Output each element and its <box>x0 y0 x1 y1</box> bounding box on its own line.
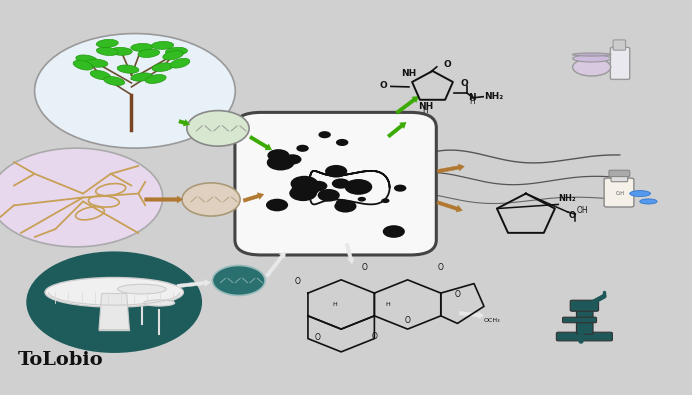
FancyBboxPatch shape <box>611 174 628 182</box>
Text: O: O <box>405 316 410 325</box>
FancyBboxPatch shape <box>609 170 630 177</box>
Circle shape <box>266 155 294 171</box>
Ellipse shape <box>572 58 610 76</box>
Circle shape <box>0 148 163 247</box>
Circle shape <box>212 265 265 295</box>
Text: C₂H: C₂H <box>615 191 625 196</box>
Circle shape <box>394 184 406 192</box>
Circle shape <box>284 154 302 165</box>
Circle shape <box>28 253 201 352</box>
Ellipse shape <box>145 75 166 83</box>
Circle shape <box>381 198 390 203</box>
Ellipse shape <box>117 65 139 73</box>
Ellipse shape <box>572 53 611 56</box>
FancyBboxPatch shape <box>235 112 437 255</box>
Ellipse shape <box>90 70 111 80</box>
Ellipse shape <box>86 59 108 67</box>
Text: N: N <box>468 94 476 102</box>
Text: O: O <box>361 263 367 272</box>
Ellipse shape <box>572 55 610 62</box>
Circle shape <box>309 181 327 191</box>
Ellipse shape <box>131 73 153 81</box>
Text: O: O <box>444 60 451 70</box>
Circle shape <box>332 179 350 189</box>
Text: O: O <box>438 263 444 272</box>
FancyBboxPatch shape <box>610 47 630 79</box>
Text: H: H <box>332 302 337 307</box>
Text: O: O <box>315 333 321 342</box>
FancyBboxPatch shape <box>576 307 593 334</box>
Text: OCH₃: OCH₃ <box>484 318 500 323</box>
Text: O: O <box>295 276 301 286</box>
Ellipse shape <box>131 43 153 51</box>
Ellipse shape <box>144 300 174 306</box>
Ellipse shape <box>76 55 97 64</box>
Ellipse shape <box>165 47 188 55</box>
Circle shape <box>325 165 347 178</box>
Circle shape <box>334 200 356 213</box>
Text: ToLobio: ToLobio <box>17 352 103 369</box>
Circle shape <box>266 199 288 211</box>
Text: NH₂: NH₂ <box>484 92 503 101</box>
Circle shape <box>291 181 319 197</box>
Ellipse shape <box>138 49 160 58</box>
Ellipse shape <box>45 277 183 307</box>
Circle shape <box>358 197 366 201</box>
Ellipse shape <box>96 47 118 56</box>
Circle shape <box>291 176 318 192</box>
Text: H: H <box>470 97 475 106</box>
Text: H: H <box>422 106 428 115</box>
Ellipse shape <box>96 40 118 47</box>
Circle shape <box>345 179 372 195</box>
Circle shape <box>336 199 348 206</box>
Ellipse shape <box>170 58 190 68</box>
Text: NH: NH <box>419 102 434 111</box>
Ellipse shape <box>152 41 174 49</box>
Text: O: O <box>379 81 387 90</box>
Text: NH₂: NH₂ <box>558 194 576 203</box>
Ellipse shape <box>110 47 132 55</box>
Circle shape <box>383 225 405 238</box>
Text: H: H <box>385 302 390 307</box>
Circle shape <box>312 184 325 191</box>
Text: O: O <box>455 290 460 299</box>
FancyBboxPatch shape <box>563 317 597 323</box>
Ellipse shape <box>73 60 93 70</box>
Text: OH: OH <box>576 207 588 215</box>
FancyBboxPatch shape <box>604 178 634 207</box>
Circle shape <box>318 131 331 138</box>
Circle shape <box>35 34 235 148</box>
Circle shape <box>182 183 240 216</box>
Circle shape <box>289 185 317 201</box>
FancyBboxPatch shape <box>570 300 599 311</box>
Circle shape <box>187 111 249 146</box>
Ellipse shape <box>163 51 183 60</box>
FancyBboxPatch shape <box>613 40 626 50</box>
Circle shape <box>296 145 309 152</box>
Ellipse shape <box>639 199 657 204</box>
Text: O: O <box>372 331 377 340</box>
Ellipse shape <box>104 77 125 85</box>
Text: O: O <box>569 211 576 220</box>
FancyBboxPatch shape <box>556 332 612 341</box>
Text: NH: NH <box>401 69 417 78</box>
Ellipse shape <box>152 63 173 71</box>
Circle shape <box>267 149 289 162</box>
Circle shape <box>336 139 348 146</box>
Polygon shape <box>99 293 129 330</box>
Ellipse shape <box>118 284 166 294</box>
Ellipse shape <box>630 190 650 196</box>
Text: O: O <box>461 79 468 88</box>
Circle shape <box>318 189 340 201</box>
